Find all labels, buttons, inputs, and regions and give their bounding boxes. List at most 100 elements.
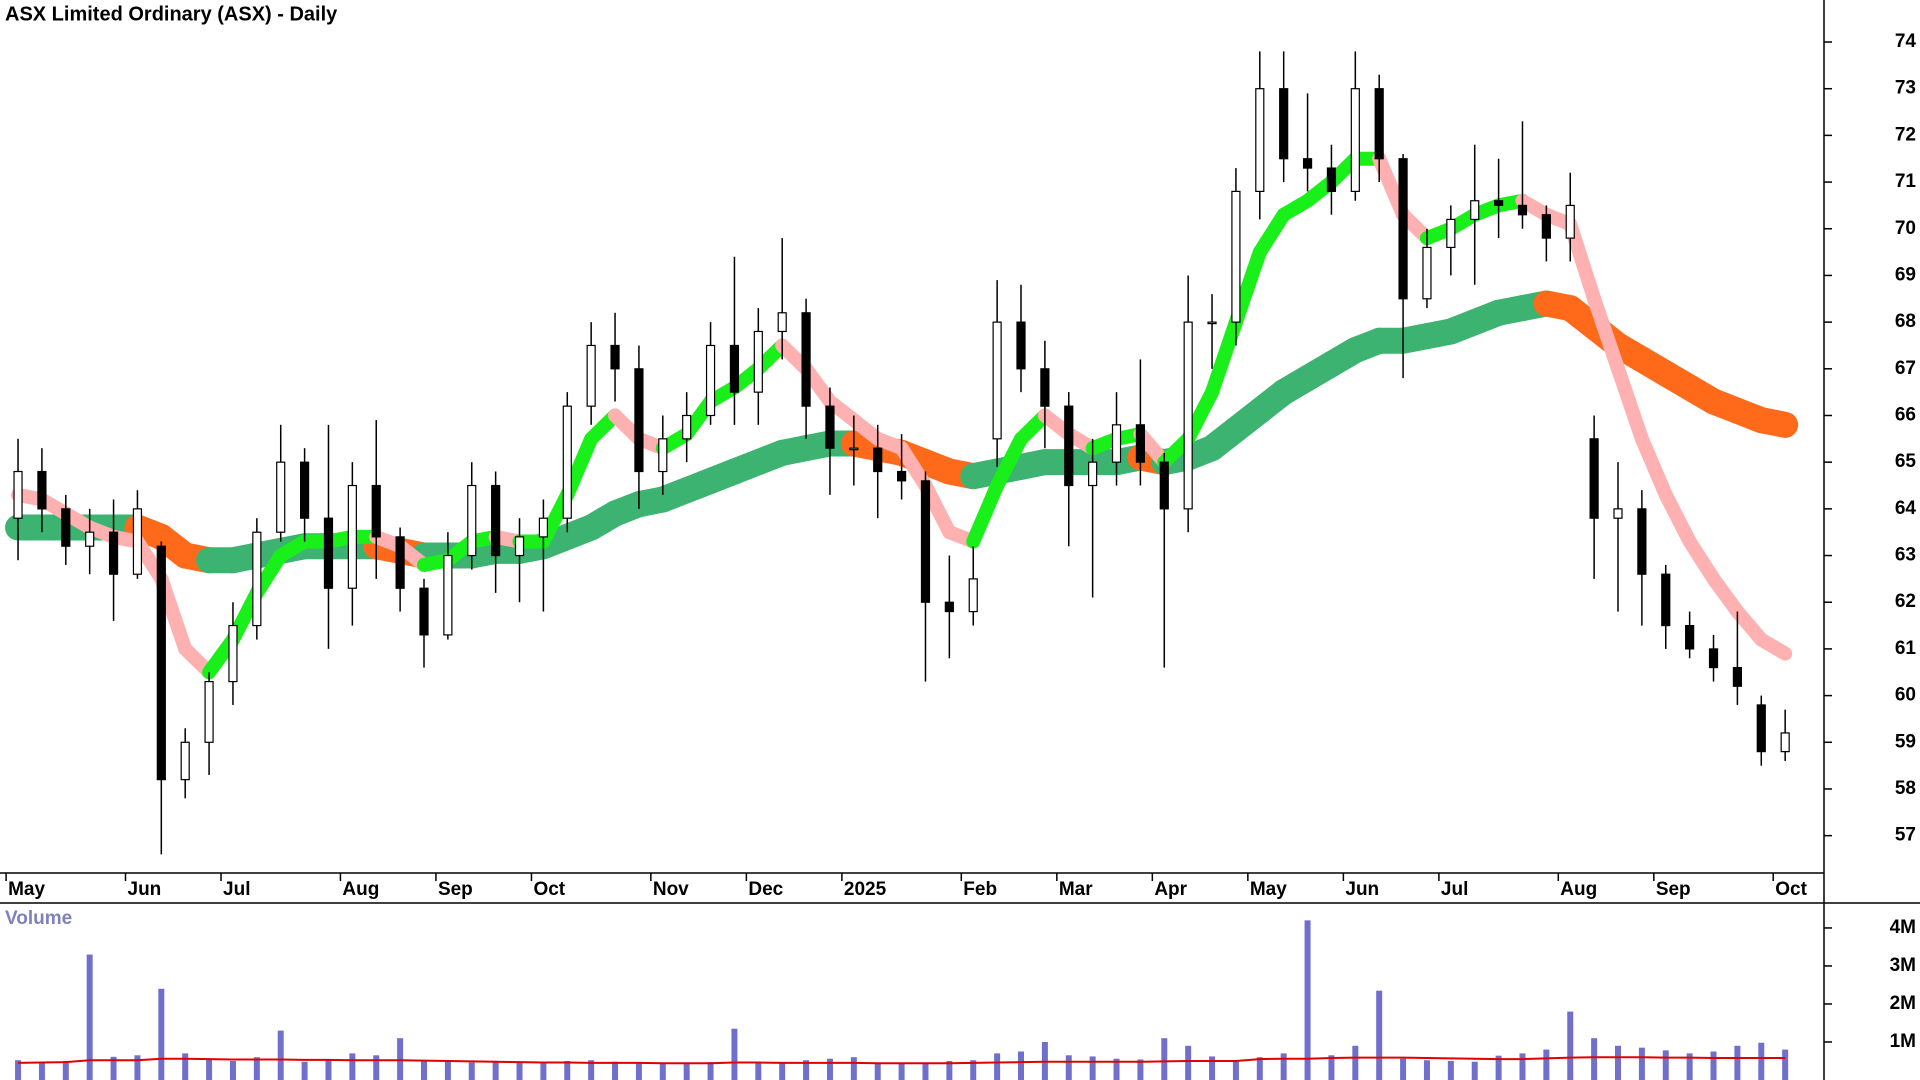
volume-bar (516, 1062, 523, 1080)
candle-body (1685, 624, 1695, 650)
candle-body (61, 508, 71, 547)
volume-bar (1447, 1060, 1454, 1080)
candle-body (753, 330, 763, 393)
candle-body (204, 680, 214, 743)
x-tick-label: 2025 (844, 879, 887, 900)
short-average-band (1658, 487, 1697, 549)
volume-bar (826, 1058, 833, 1080)
volume-bar (683, 1062, 690, 1080)
volume-bar (373, 1055, 380, 1080)
x-tick-label: Oct (533, 879, 565, 900)
y-tick-label: 67 (1895, 358, 1916, 379)
candle-body (13, 470, 23, 519)
candle-body (729, 344, 740, 393)
candle-body (1756, 704, 1766, 753)
volume-bar (850, 1057, 857, 1080)
volume-bar (1495, 1055, 1502, 1080)
volume-bar (946, 1060, 953, 1080)
x-tick-label: Jul (1441, 879, 1468, 900)
candle-body (228, 624, 238, 683)
candle-body (395, 536, 405, 589)
candle-body (276, 461, 286, 533)
candle-body (1398, 158, 1408, 300)
candle-body (801, 312, 811, 407)
candle-body (968, 578, 978, 613)
candle-body (37, 470, 47, 510)
volume-bar (659, 1063, 666, 1080)
volume-bar (755, 1061, 762, 1080)
candle-body (1565, 204, 1575, 239)
candle-body (443, 554, 453, 636)
short-average-band (1754, 632, 1793, 661)
volume-average (18, 1056, 1786, 1065)
y-tick-label: 63 (1895, 545, 1916, 566)
x-tick-label: Sep (1656, 879, 1691, 900)
y-tick-label: 73 (1895, 78, 1916, 99)
volume-bar (1758, 1042, 1765, 1080)
volume-bar (1591, 1038, 1598, 1080)
candle-body (1016, 321, 1026, 370)
candle-body (1661, 573, 1671, 627)
y-tick-label: 60 (1895, 685, 1916, 706)
candle-body (1780, 732, 1790, 753)
volume-tick-label: 4M (1890, 917, 1916, 938)
volume-tick-label: 3M (1890, 955, 1916, 976)
candle-body (825, 405, 835, 449)
candle-body (586, 344, 596, 407)
volume-bar (874, 1063, 881, 1080)
volume-bar (1662, 1050, 1669, 1080)
candle-body (992, 321, 1002, 440)
candle-body (180, 741, 190, 781)
candle-body (1279, 88, 1289, 160)
short-average-band (966, 478, 1005, 549)
candle-body (85, 531, 95, 547)
candle-body (467, 484, 477, 557)
volume-bar (134, 1055, 141, 1080)
y-tick-label: 74 (1895, 31, 1917, 52)
volume-tick-label: 1M (1890, 1031, 1916, 1052)
x-tick-label: Sep (438, 879, 473, 900)
candle-body (1111, 424, 1122, 463)
volume-bar (397, 1038, 404, 1080)
candle-body (1326, 167, 1337, 193)
candle-body (1350, 88, 1360, 193)
chart-title: ASX Limited Ordinary (ASX) - Daily (5, 3, 338, 25)
volume-bar (229, 1060, 236, 1080)
y-tick-label: 62 (1895, 591, 1916, 612)
volume-bar (1018, 1051, 1024, 1080)
candle-body (1541, 214, 1551, 239)
volume-bar (158, 988, 165, 1080)
candle-body (1183, 321, 1193, 510)
y-tick-label: 71 (1895, 171, 1917, 192)
candle-body (347, 484, 357, 589)
volume-bar (253, 1057, 260, 1080)
candle-body (1302, 158, 1313, 169)
short-average-band (1611, 361, 1649, 446)
candle-body (1422, 246, 1432, 300)
x-tick-label: Apr (1154, 879, 1187, 900)
volume-bar (301, 1061, 308, 1080)
candle-body (610, 344, 620, 370)
volume-bar (612, 1061, 619, 1080)
y-tick-label: 70 (1895, 218, 1916, 239)
volume-bar (731, 1028, 738, 1080)
candle-body (1255, 88, 1265, 193)
x-tick-label: May (1250, 879, 1287, 900)
volume-bar (15, 1060, 22, 1080)
y-tick-label: 57 (1895, 825, 1916, 846)
volume-bar (349, 1053, 356, 1080)
candle-body (1446, 218, 1456, 249)
candle-body (1708, 648, 1719, 669)
short-average-band (1682, 534, 1721, 586)
volume-bar (803, 1060, 810, 1080)
y-tick-label: 72 (1895, 124, 1916, 145)
candle-body (682, 414, 692, 440)
volume-bar (206, 1059, 213, 1080)
volume-bar (1567, 1011, 1574, 1080)
volume-bar (1519, 1053, 1526, 1080)
short-average-band (990, 431, 1028, 493)
volume-bar (1615, 1045, 1621, 1080)
volume-bar (1280, 1053, 1287, 1080)
